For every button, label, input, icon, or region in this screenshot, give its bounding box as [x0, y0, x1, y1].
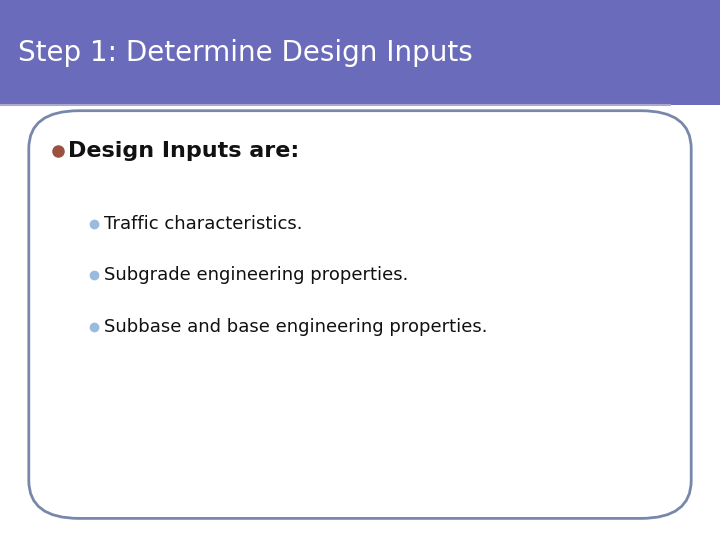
Text: Design Inputs are:: Design Inputs are:	[68, 141, 300, 161]
Text: Subbase and base engineering properties.: Subbase and base engineering properties.	[104, 318, 488, 336]
FancyBboxPatch shape	[0, 0, 720, 105]
FancyBboxPatch shape	[29, 111, 691, 518]
Text: Step 1: Determine Design Inputs: Step 1: Determine Design Inputs	[18, 39, 473, 66]
Text: Traffic characteristics.: Traffic characteristics.	[104, 215, 303, 233]
Text: Subgrade engineering properties.: Subgrade engineering properties.	[104, 266, 409, 285]
